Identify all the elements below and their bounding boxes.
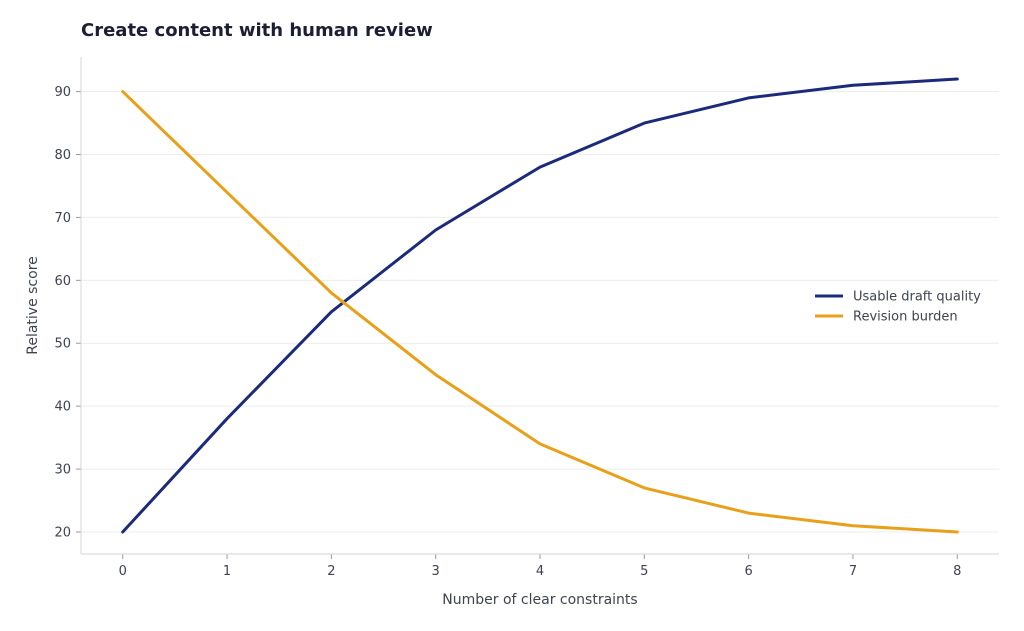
x-tick-label: 5 [640,564,648,579]
x-tick-label: 6 [744,564,752,579]
y-tick-label: 70 [54,211,71,226]
series-lines [121,77,959,534]
y-tick-label: 50 [54,337,71,352]
y-tick-label: 30 [54,463,71,478]
x-tick-label: 0 [119,564,127,579]
x-tick-label: 3 [432,564,440,579]
x-tick-label: 4 [536,564,544,579]
x-axis-label: Number of clear constraints [442,592,637,608]
legend-label: Usable draft quality [853,290,981,305]
y-tick-label: 80 [54,148,71,163]
y-tick-label: 40 [54,400,71,415]
y-axis-label: Relative score [25,256,41,355]
x-tick-label: 8 [953,564,961,579]
y-tick-label: 20 [54,525,71,540]
x-tick-label: 1 [223,564,231,579]
axes [76,57,999,559]
y-tick-label: 90 [54,85,71,100]
legend: Usable draft quality Revision burden [815,290,981,325]
x-tick-label: 2 [327,564,335,579]
series-line-revision-burden [121,90,959,534]
chart-title: Create content with human review [81,20,433,41]
legend-label: Revision burden [853,310,958,325]
gridlines [81,91,999,533]
x-tick-label: 7 [849,564,857,579]
series-line-usable-draft-quality [121,77,959,534]
tick-labels: 20 30 40 50 60 70 80 90 0 1 2 3 4 5 6 7 8 [54,85,961,579]
y-tick-label: 60 [54,274,71,289]
